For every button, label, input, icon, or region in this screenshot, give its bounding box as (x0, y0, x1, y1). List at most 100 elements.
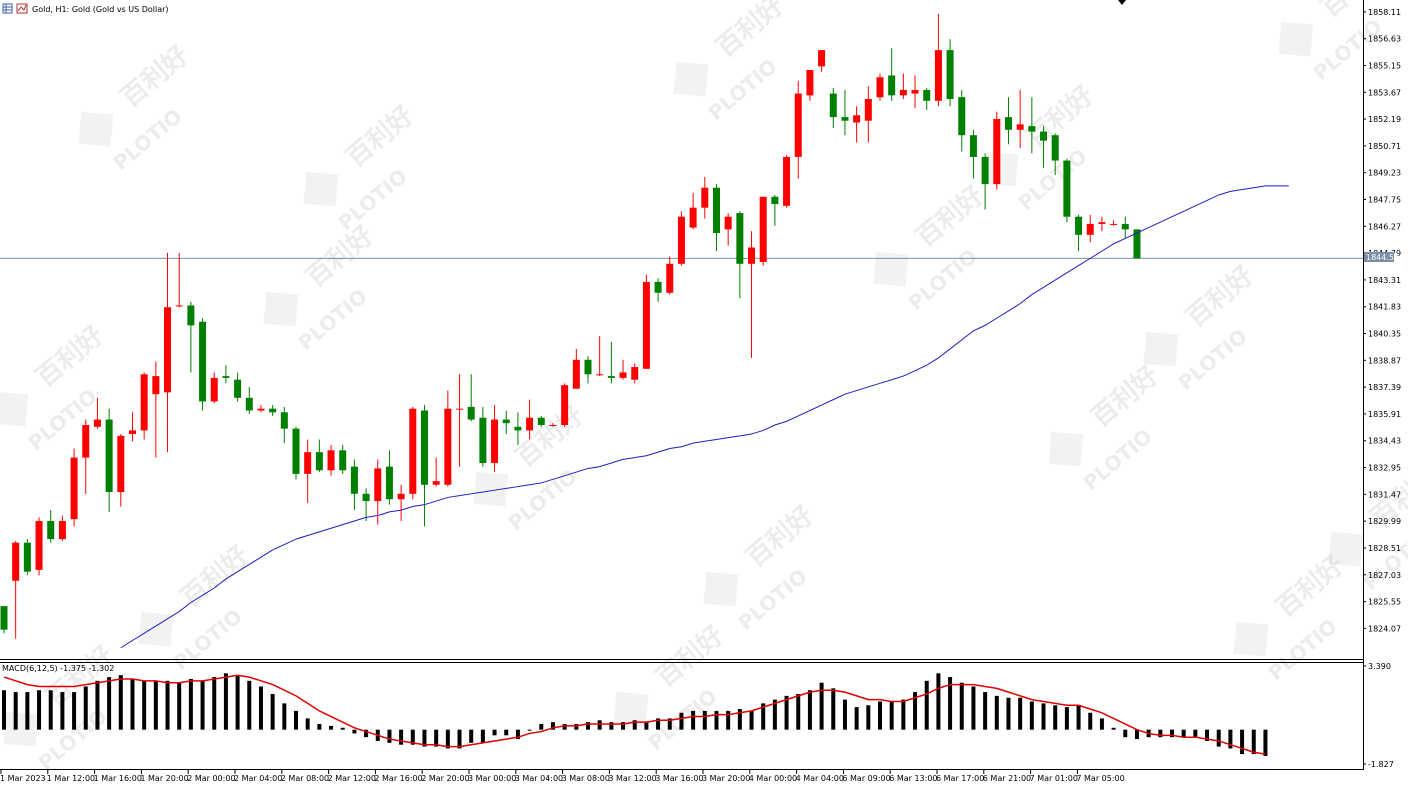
candle[interactable] (327, 444, 335, 476)
candle[interactable] (607, 341, 615, 384)
candle[interactable] (561, 383, 569, 427)
candle[interactable] (12, 540, 20, 639)
candle[interactable] (432, 457, 440, 487)
candle[interactable] (1063, 158, 1071, 223)
candle[interactable] (911, 75, 919, 109)
candle[interactable] (1121, 216, 1129, 239)
candle[interactable] (888, 48, 896, 101)
candle[interactable] (514, 412, 522, 445)
candle[interactable] (934, 13, 942, 107)
candle[interactable] (689, 193, 697, 230)
candle[interactable] (1098, 216, 1106, 232)
candle[interactable] (152, 361, 160, 458)
candle[interactable] (502, 410, 510, 435)
candle[interactable] (771, 194, 779, 226)
candle[interactable] (117, 434, 125, 507)
candle[interactable] (969, 129, 977, 179)
candle[interactable] (444, 390, 452, 487)
candle[interactable] (175, 252, 183, 308)
candle[interactable] (1028, 97, 1036, 154)
candle[interactable] (631, 363, 639, 384)
candle[interactable] (677, 211, 685, 266)
candle[interactable] (853, 106, 861, 143)
candle[interactable] (467, 374, 475, 422)
candle[interactable] (701, 176, 709, 219)
candle[interactable] (841, 89, 849, 136)
macd-pane[interactable] (2, 673, 1268, 756)
candle[interactable] (958, 89, 966, 152)
candle[interactable] (619, 359, 627, 380)
candle[interactable] (666, 256, 674, 295)
candle[interactable] (829, 88, 837, 128)
candle[interactable] (58, 515, 66, 541)
candle[interactable] (759, 196, 767, 266)
candle[interactable] (794, 80, 802, 179)
candle[interactable] (748, 231, 756, 358)
candle[interactable] (409, 406, 417, 500)
candle[interactable] (549, 423, 557, 427)
candle[interactable] (82, 419, 90, 494)
candle[interactable] (981, 153, 989, 210)
grid-icon[interactable] (2, 3, 13, 14)
candle[interactable] (806, 70, 814, 101)
candle[interactable] (864, 86, 872, 143)
candle[interactable] (199, 318, 207, 411)
candle[interactable] (596, 336, 604, 377)
chart-icon[interactable] (16, 3, 28, 14)
candle[interactable] (1051, 133, 1059, 176)
candle[interactable] (736, 211, 744, 299)
candle[interactable] (724, 213, 732, 246)
candle[interactable] (712, 184, 720, 252)
candle[interactable] (210, 372, 218, 404)
candle[interactable] (269, 405, 277, 416)
candle[interactable] (1133, 229, 1141, 259)
candle[interactable] (280, 406, 288, 444)
candle[interactable] (783, 155, 791, 208)
candle[interactable] (420, 405, 428, 527)
candle[interactable] (350, 459, 358, 511)
candle[interactable] (385, 450, 393, 505)
candle[interactable] (876, 73, 884, 101)
price-pane[interactable] (0, 13, 1363, 649)
candle[interactable] (35, 517, 43, 576)
candle[interactable] (128, 412, 136, 442)
candle[interactable] (70, 448, 78, 527)
candle[interactable] (479, 406, 487, 467)
candle[interactable] (491, 405, 499, 473)
candle[interactable] (584, 356, 592, 384)
candle[interactable] (572, 348, 580, 389)
candle[interactable] (234, 372, 242, 402)
candle[interactable] (140, 372, 148, 440)
candle[interactable] (642, 274, 650, 369)
candle[interactable] (362, 488, 370, 521)
candle[interactable] (899, 73, 907, 99)
candle[interactable] (245, 386, 253, 415)
candle[interactable] (0, 606, 8, 634)
candle[interactable] (47, 510, 55, 543)
candle[interactable] (1016, 89, 1024, 148)
candle[interactable] (946, 39, 954, 107)
candle[interactable] (222, 365, 230, 384)
candle[interactable] (315, 439, 323, 473)
candle[interactable] (397, 484, 405, 521)
candle[interactable] (339, 444, 347, 474)
candle[interactable] (456, 374, 464, 467)
candle[interactable] (993, 111, 1001, 190)
candle[interactable] (105, 408, 113, 512)
candle[interactable] (526, 399, 534, 440)
candle[interactable] (1040, 126, 1048, 168)
candle[interactable] (164, 252, 172, 453)
candle[interactable] (1110, 220, 1118, 226)
candle[interactable] (187, 301, 195, 373)
candle[interactable] (1086, 214, 1094, 243)
candle[interactable] (1004, 97, 1012, 145)
candle[interactable] (292, 426, 300, 480)
candle[interactable] (1075, 214, 1083, 252)
candle[interactable] (923, 88, 931, 110)
candle[interactable] (654, 278, 662, 302)
candle[interactable] (537, 415, 545, 427)
candle[interactable] (93, 397, 101, 429)
candle[interactable] (257, 405, 265, 413)
